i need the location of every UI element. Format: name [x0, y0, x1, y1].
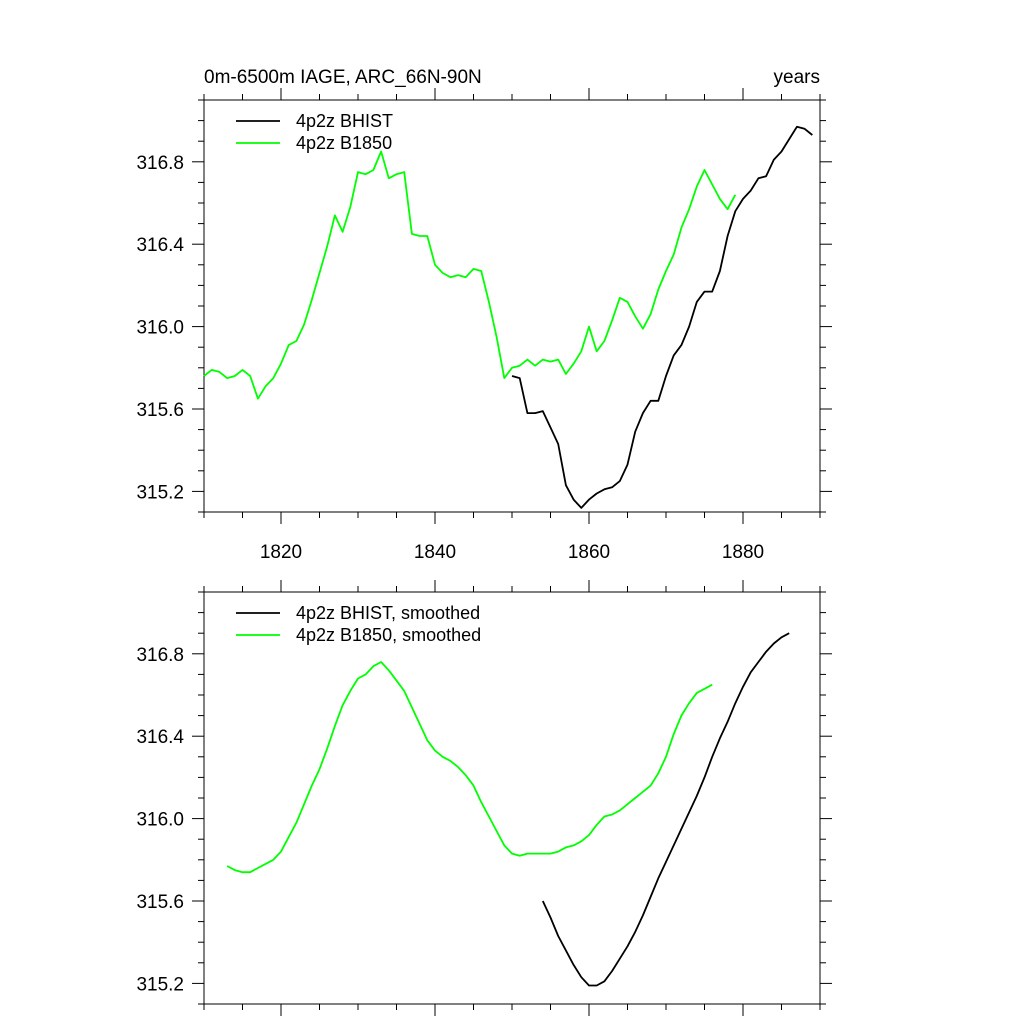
legend-label: 4p2z BHIST, smoothed [296, 603, 480, 623]
plot-title: 0m-6500m IAGE, ARC_66N-90N [204, 67, 482, 88]
series-line-b1850 [226, 661, 713, 874]
legend-label: 4p2z BHIST [296, 111, 393, 131]
y-tick-label: 315.2 [136, 974, 184, 995]
y-tick-label: 316.8 [136, 645, 184, 666]
y-tick-label: 316.8 [136, 153, 184, 174]
y-tick-label: 316.4 [136, 727, 184, 748]
series-line-bhist [511, 125, 813, 509]
x-tick-label: 1840 [414, 542, 456, 563]
units-label: years [774, 67, 820, 88]
x-tick-label: 1820 [260, 542, 302, 563]
y-tick-label: 315.6 [136, 400, 184, 421]
x-tick-label: 1880 [722, 542, 764, 563]
top-panel: 315.2 315.6 316.0 316.4 316.8 1820 1840 1860 188… [136, 88, 832, 563]
y-tick-label: 315.2 [136, 482, 184, 503]
plot-frame [203, 99, 821, 513]
series-line-bhist [541, 632, 790, 987]
x-tick-label: 1860 [568, 542, 610, 563]
legend-label: 4p2z B1850, smoothed [296, 625, 481, 645]
y-tick-label: 315.6 [136, 892, 184, 913]
series-line-b1850 [203, 150, 737, 400]
y-tick-label: 316.0 [136, 318, 184, 339]
bottom-panel: 315.2 315.6 316.0 316.4 316.8 4p2z BHIST, smo… [136, 580, 832, 1016]
legend-label: 4p2z B1850 [296, 133, 392, 153]
y-tick-label: 316.0 [136, 810, 184, 831]
y-tick-label: 316.4 [136, 235, 184, 256]
plot-frame [203, 591, 821, 1005]
